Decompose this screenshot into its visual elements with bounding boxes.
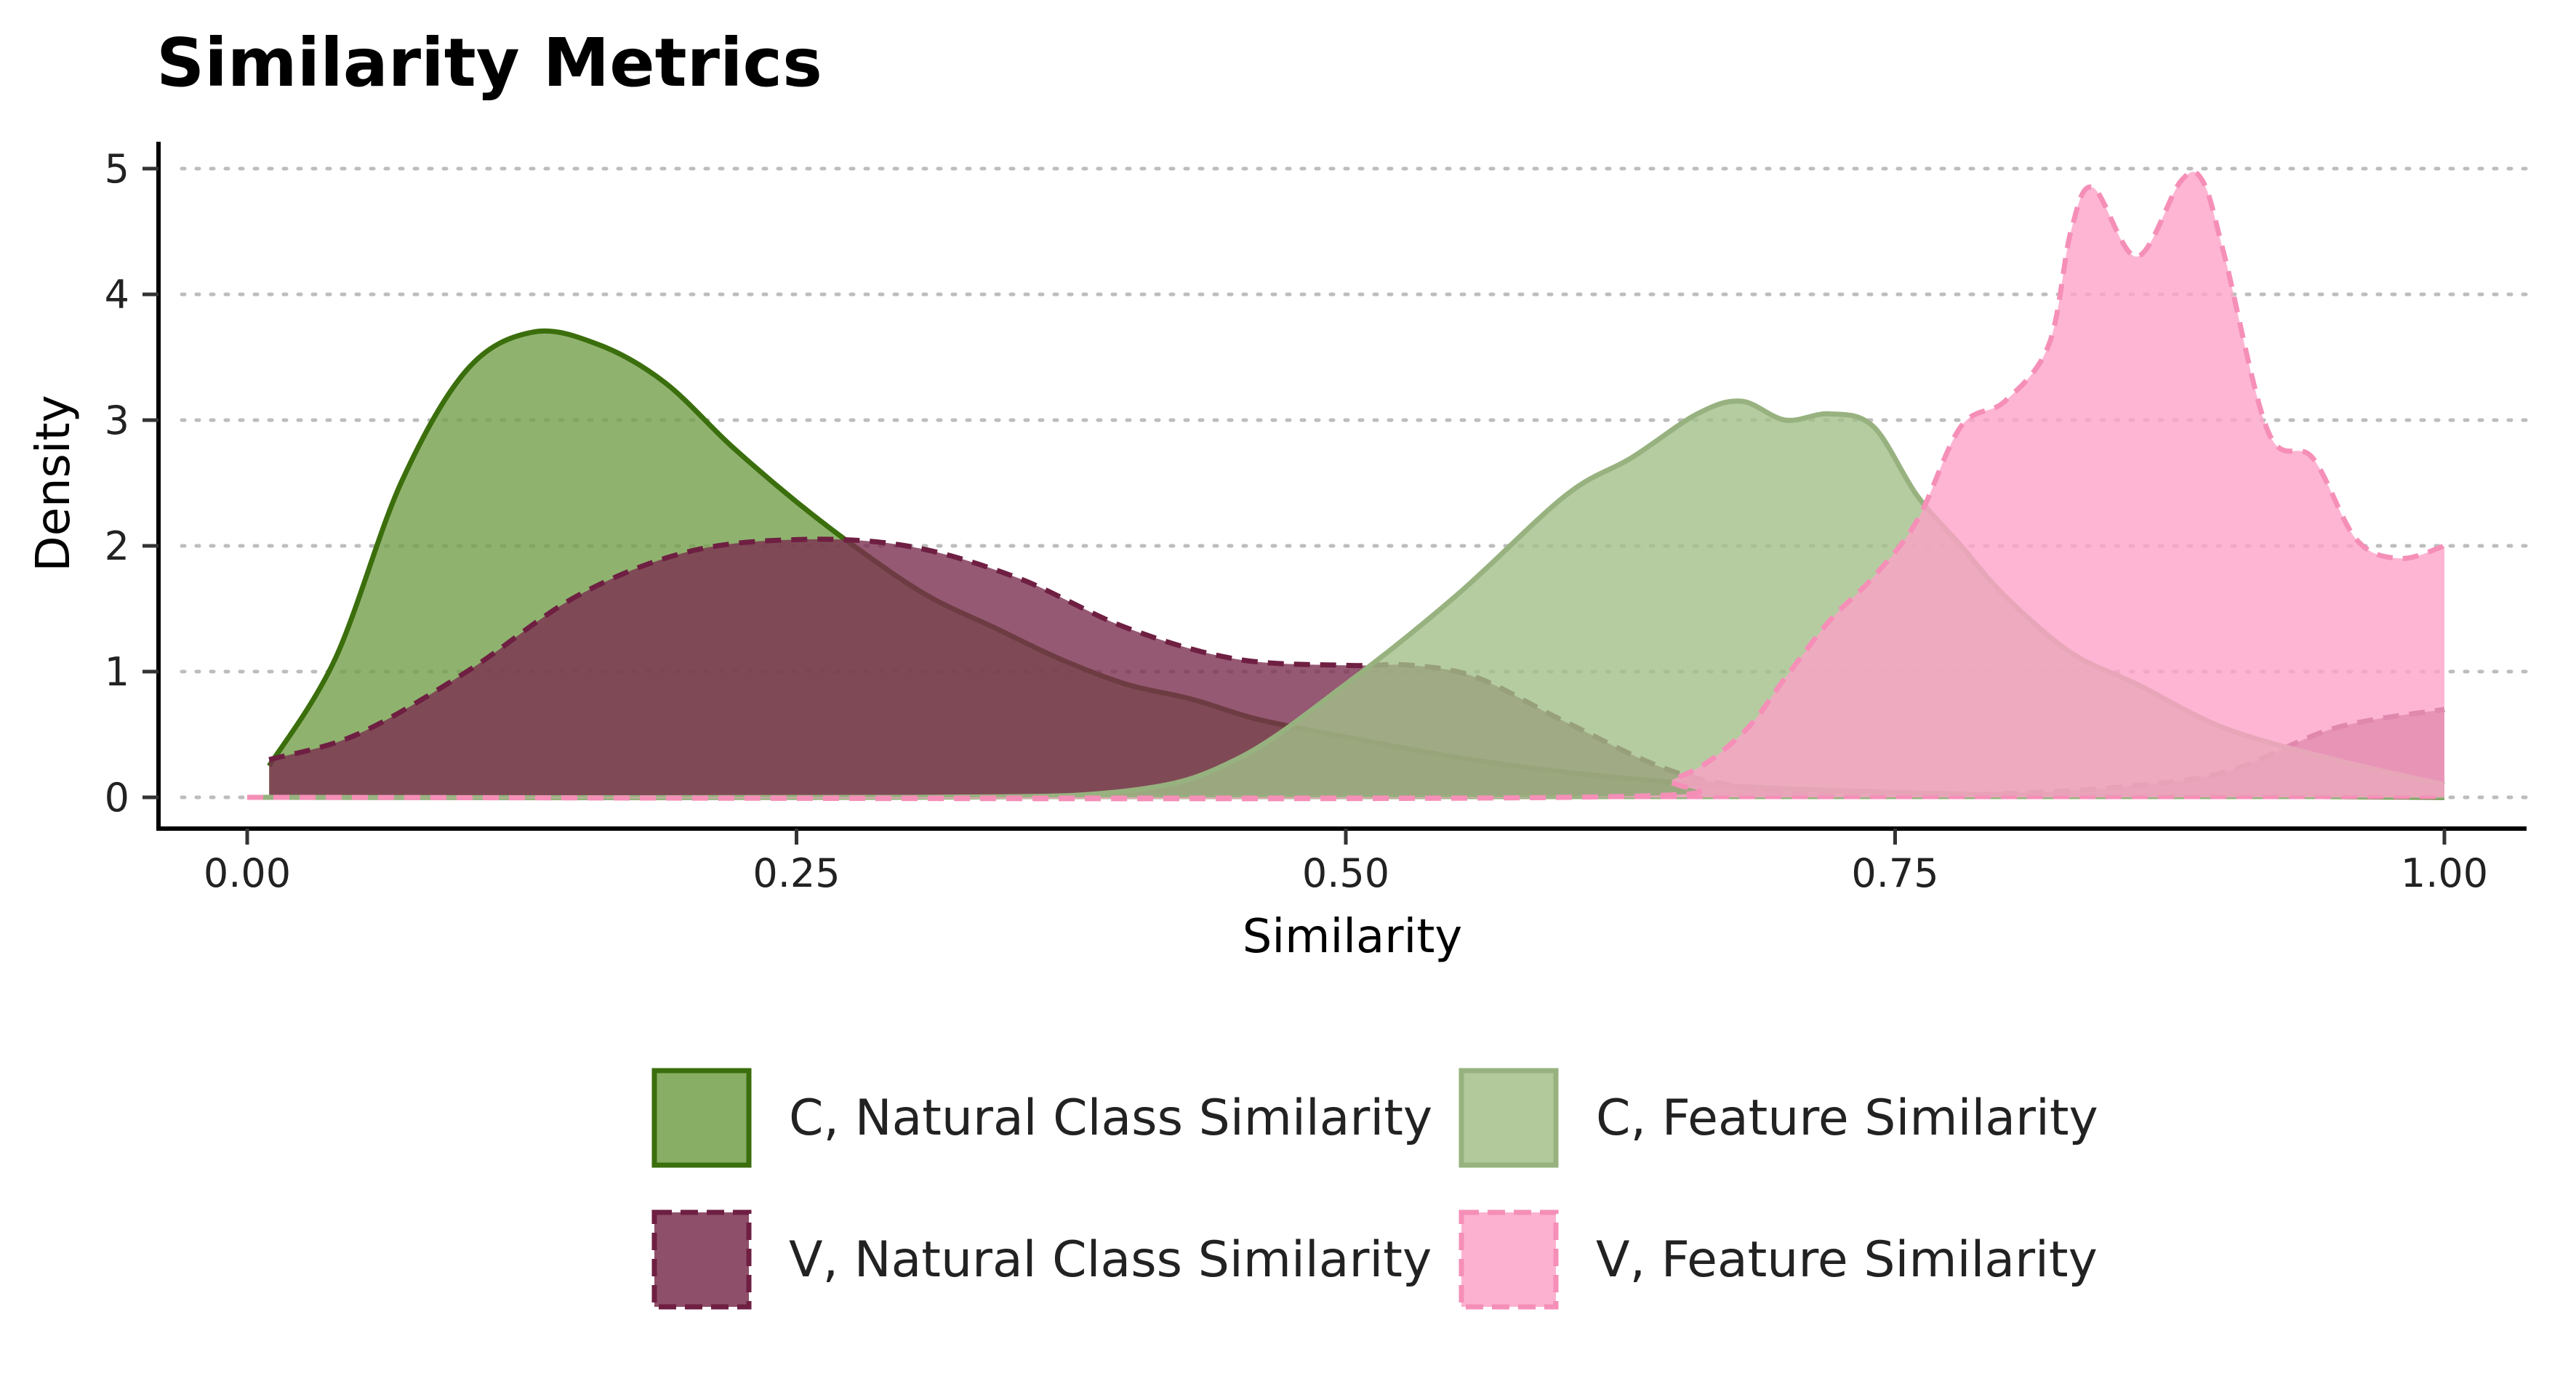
x-axis-label: Similarity <box>1243 910 1463 964</box>
y-tick-label-0: 0 <box>105 775 129 821</box>
x-tick-label-1.00: 1.00 <box>2401 850 2488 896</box>
density-areas <box>246 169 2446 802</box>
legend-swatch-c-natural-class-similarity <box>651 1068 752 1168</box>
area-outline-v-feature-similarity <box>246 169 2446 802</box>
legend-swatch-c-feature-similarity <box>1458 1068 1559 1168</box>
legend-label-c-feature-similarity: C, Feature Similarity <box>1596 1090 2098 1147</box>
axis-ticks: 0 1 2 3 4 5 0.00 0.25 0.50 0.75 1.00 <box>105 146 2488 896</box>
y-tick-label-5: 5 <box>105 146 129 192</box>
x-tick-label-0.25: 0.25 <box>753 850 840 896</box>
y-tick-label-2: 2 <box>105 523 129 569</box>
x-tick-label-0.75: 0.75 <box>1851 850 1938 896</box>
legend-label-c-natural-class-similarity: C, Natural Class Similarity <box>789 1090 1432 1147</box>
chart-title: Similarity Metrics <box>156 24 822 102</box>
legend-swatch-v-feature-similarity <box>1458 1209 1559 1310</box>
legend-item-c-natural-class-similarity: C, Natural Class Similarity <box>651 1068 1432 1168</box>
y-tick-label-4: 4 <box>105 272 129 318</box>
legend: C, Natural Class Similarity C, Feature Si… <box>651 1068 2098 1310</box>
legend-swatch-v-natural-class-similarity <box>651 1209 752 1310</box>
y-tick-label-1: 1 <box>105 649 129 695</box>
area-fill-v-natural-class-similarity <box>269 539 2445 797</box>
legend-label-v-feature-similarity: V, Feature Similarity <box>1596 1231 2098 1289</box>
series-v-feature-similarity <box>246 169 2446 802</box>
x-tick-label-0.50: 0.50 <box>1302 850 1389 896</box>
area-fill-v-feature-similarity <box>247 172 2444 799</box>
y-axis-label: Density <box>27 395 81 571</box>
legend-item-v-feature-similarity: V, Feature Similarity <box>1458 1209 2098 1310</box>
legend-label-v-natural-class-similarity: V, Natural Class Similarity <box>789 1231 1432 1289</box>
legend-item-v-natural-class-similarity: V, Natural Class Similarity <box>651 1209 1432 1310</box>
legend-item-c-feature-similarity: C, Feature Similarity <box>1458 1068 2098 1168</box>
y-tick-label-3: 3 <box>105 398 129 443</box>
x-tick-label-0.00: 0.00 <box>204 850 291 896</box>
